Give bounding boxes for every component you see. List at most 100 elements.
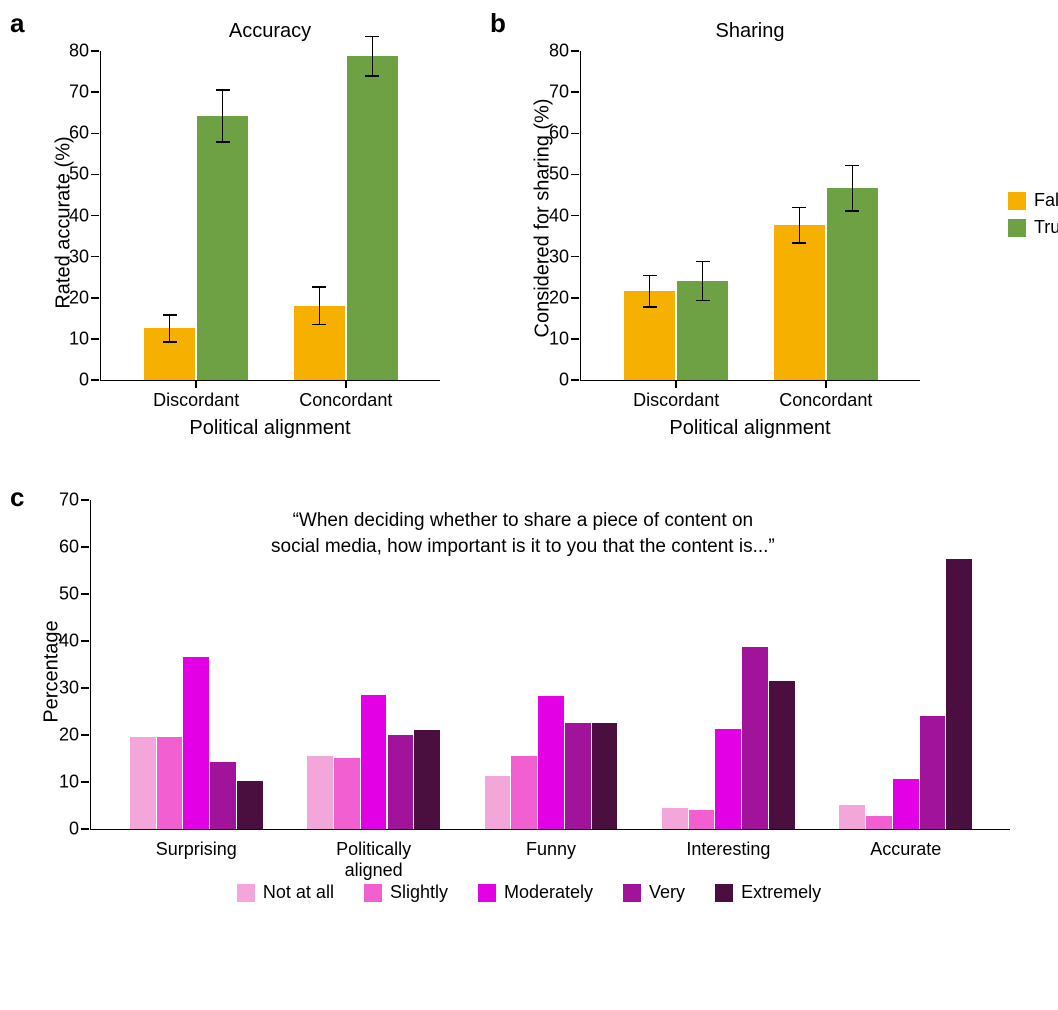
ytick-label: 40 (69, 205, 89, 226)
ytick (81, 593, 89, 595)
error-cap (696, 261, 710, 263)
legend-item: Slightly (364, 882, 448, 903)
legend-label: Not at all (263, 882, 334, 903)
error-cap (216, 89, 230, 91)
ytick (81, 687, 89, 689)
error-cap (792, 242, 806, 244)
ytick-label: 10 (549, 328, 569, 349)
error-cap (792, 207, 806, 209)
error-cap (312, 324, 326, 326)
ytick-label: 0 (559, 370, 569, 391)
ytick (91, 215, 99, 217)
bar (715, 729, 741, 829)
bar (689, 810, 715, 829)
legend-label: Very (649, 882, 685, 903)
ytick (81, 734, 89, 736)
xtick-label: Politicallyaligned (336, 839, 411, 880)
xtick (345, 380, 347, 388)
legend-label: Moderately (504, 882, 593, 903)
ytick (91, 256, 99, 258)
xtick (825, 380, 827, 388)
ytick-label: 20 (549, 287, 569, 308)
ytick (571, 50, 579, 52)
legend-label: True (1034, 217, 1058, 238)
panel-a-title: Accuracy (100, 20, 440, 43)
legend-swatch (237, 884, 255, 902)
ytick (91, 50, 99, 52)
legend-item: Very (623, 882, 685, 903)
bar (511, 756, 537, 829)
error-bar (319, 287, 321, 324)
panel-b-plot: 01020304050607080DiscordantConcordant (580, 51, 920, 381)
legend-swatch (623, 884, 641, 902)
ytick (91, 133, 99, 135)
ytick-label: 70 (549, 82, 569, 103)
ytick-label: 0 (69, 819, 79, 840)
panel-b-title: Sharing (580, 20, 920, 43)
xtick-label: Accurate (870, 839, 941, 860)
ytick-label: 10 (59, 772, 79, 793)
error-cap (216, 141, 230, 143)
xtick-label: Discordant (153, 390, 239, 411)
ytick-label: 70 (59, 490, 79, 511)
bar (347, 56, 398, 380)
ytick-label: 50 (69, 164, 89, 185)
bar (197, 116, 248, 380)
bar (183, 657, 209, 829)
ytick (571, 256, 579, 258)
legend-swatch (1008, 219, 1026, 237)
ytick (571, 133, 579, 135)
xtick (675, 380, 677, 388)
panel-c-plot: “When deciding whether to share a piece … (90, 500, 1010, 830)
ytick (571, 379, 579, 381)
panel-a: a Accuracy Rated accurate (%) 0102030405… (20, 20, 490, 440)
ytick (91, 338, 99, 340)
ytick-label: 20 (59, 725, 79, 746)
legend-label: Extremely (741, 882, 821, 903)
ytick (91, 297, 99, 299)
quote-line2: social media, how important is it to you… (271, 536, 775, 557)
legend-item: Moderately (478, 882, 593, 903)
xtick-label: Discordant (633, 390, 719, 411)
bar (742, 647, 768, 829)
error-cap (643, 306, 657, 308)
bar (662, 808, 688, 829)
bar (334, 758, 360, 829)
bar (592, 723, 618, 829)
ytick (91, 91, 99, 93)
bar (307, 756, 333, 829)
error-cap (163, 314, 177, 316)
bar (839, 805, 865, 830)
xtick-label: Concordant (779, 390, 872, 411)
ytick (81, 828, 89, 830)
legend-item: Not at all (237, 882, 334, 903)
error-cap (696, 300, 710, 302)
error-bar (702, 262, 704, 301)
panel-b: b Sharing Considered for sharing (%) 010… (500, 20, 970, 440)
error-bar (649, 276, 651, 307)
legend-swatch (1008, 192, 1026, 210)
legend-item: True (1008, 217, 1058, 238)
bar (414, 730, 440, 829)
ytick (91, 174, 99, 176)
legend-item: False (1008, 190, 1058, 211)
ytick-label: 80 (69, 41, 89, 62)
panel-b-xlabel: Political alignment (580, 417, 920, 440)
ytick (81, 640, 89, 642)
error-bar (169, 315, 171, 342)
bar (157, 737, 183, 829)
bar (946, 559, 972, 829)
bar (485, 776, 511, 829)
bar (774, 225, 825, 380)
legend-item: Extremely (715, 882, 821, 903)
ytick-label: 0 (79, 370, 89, 391)
ytick (81, 546, 89, 548)
ytick-label: 60 (69, 123, 89, 144)
bar (827, 188, 878, 380)
xtick-label: Surprising (156, 839, 237, 860)
bar (361, 695, 387, 829)
bar (565, 723, 591, 829)
ytick-label: 30 (59, 678, 79, 699)
legend-ab: False True (1008, 190, 1058, 244)
figure: a Accuracy Rated accurate (%) 0102030405… (20, 20, 1038, 903)
